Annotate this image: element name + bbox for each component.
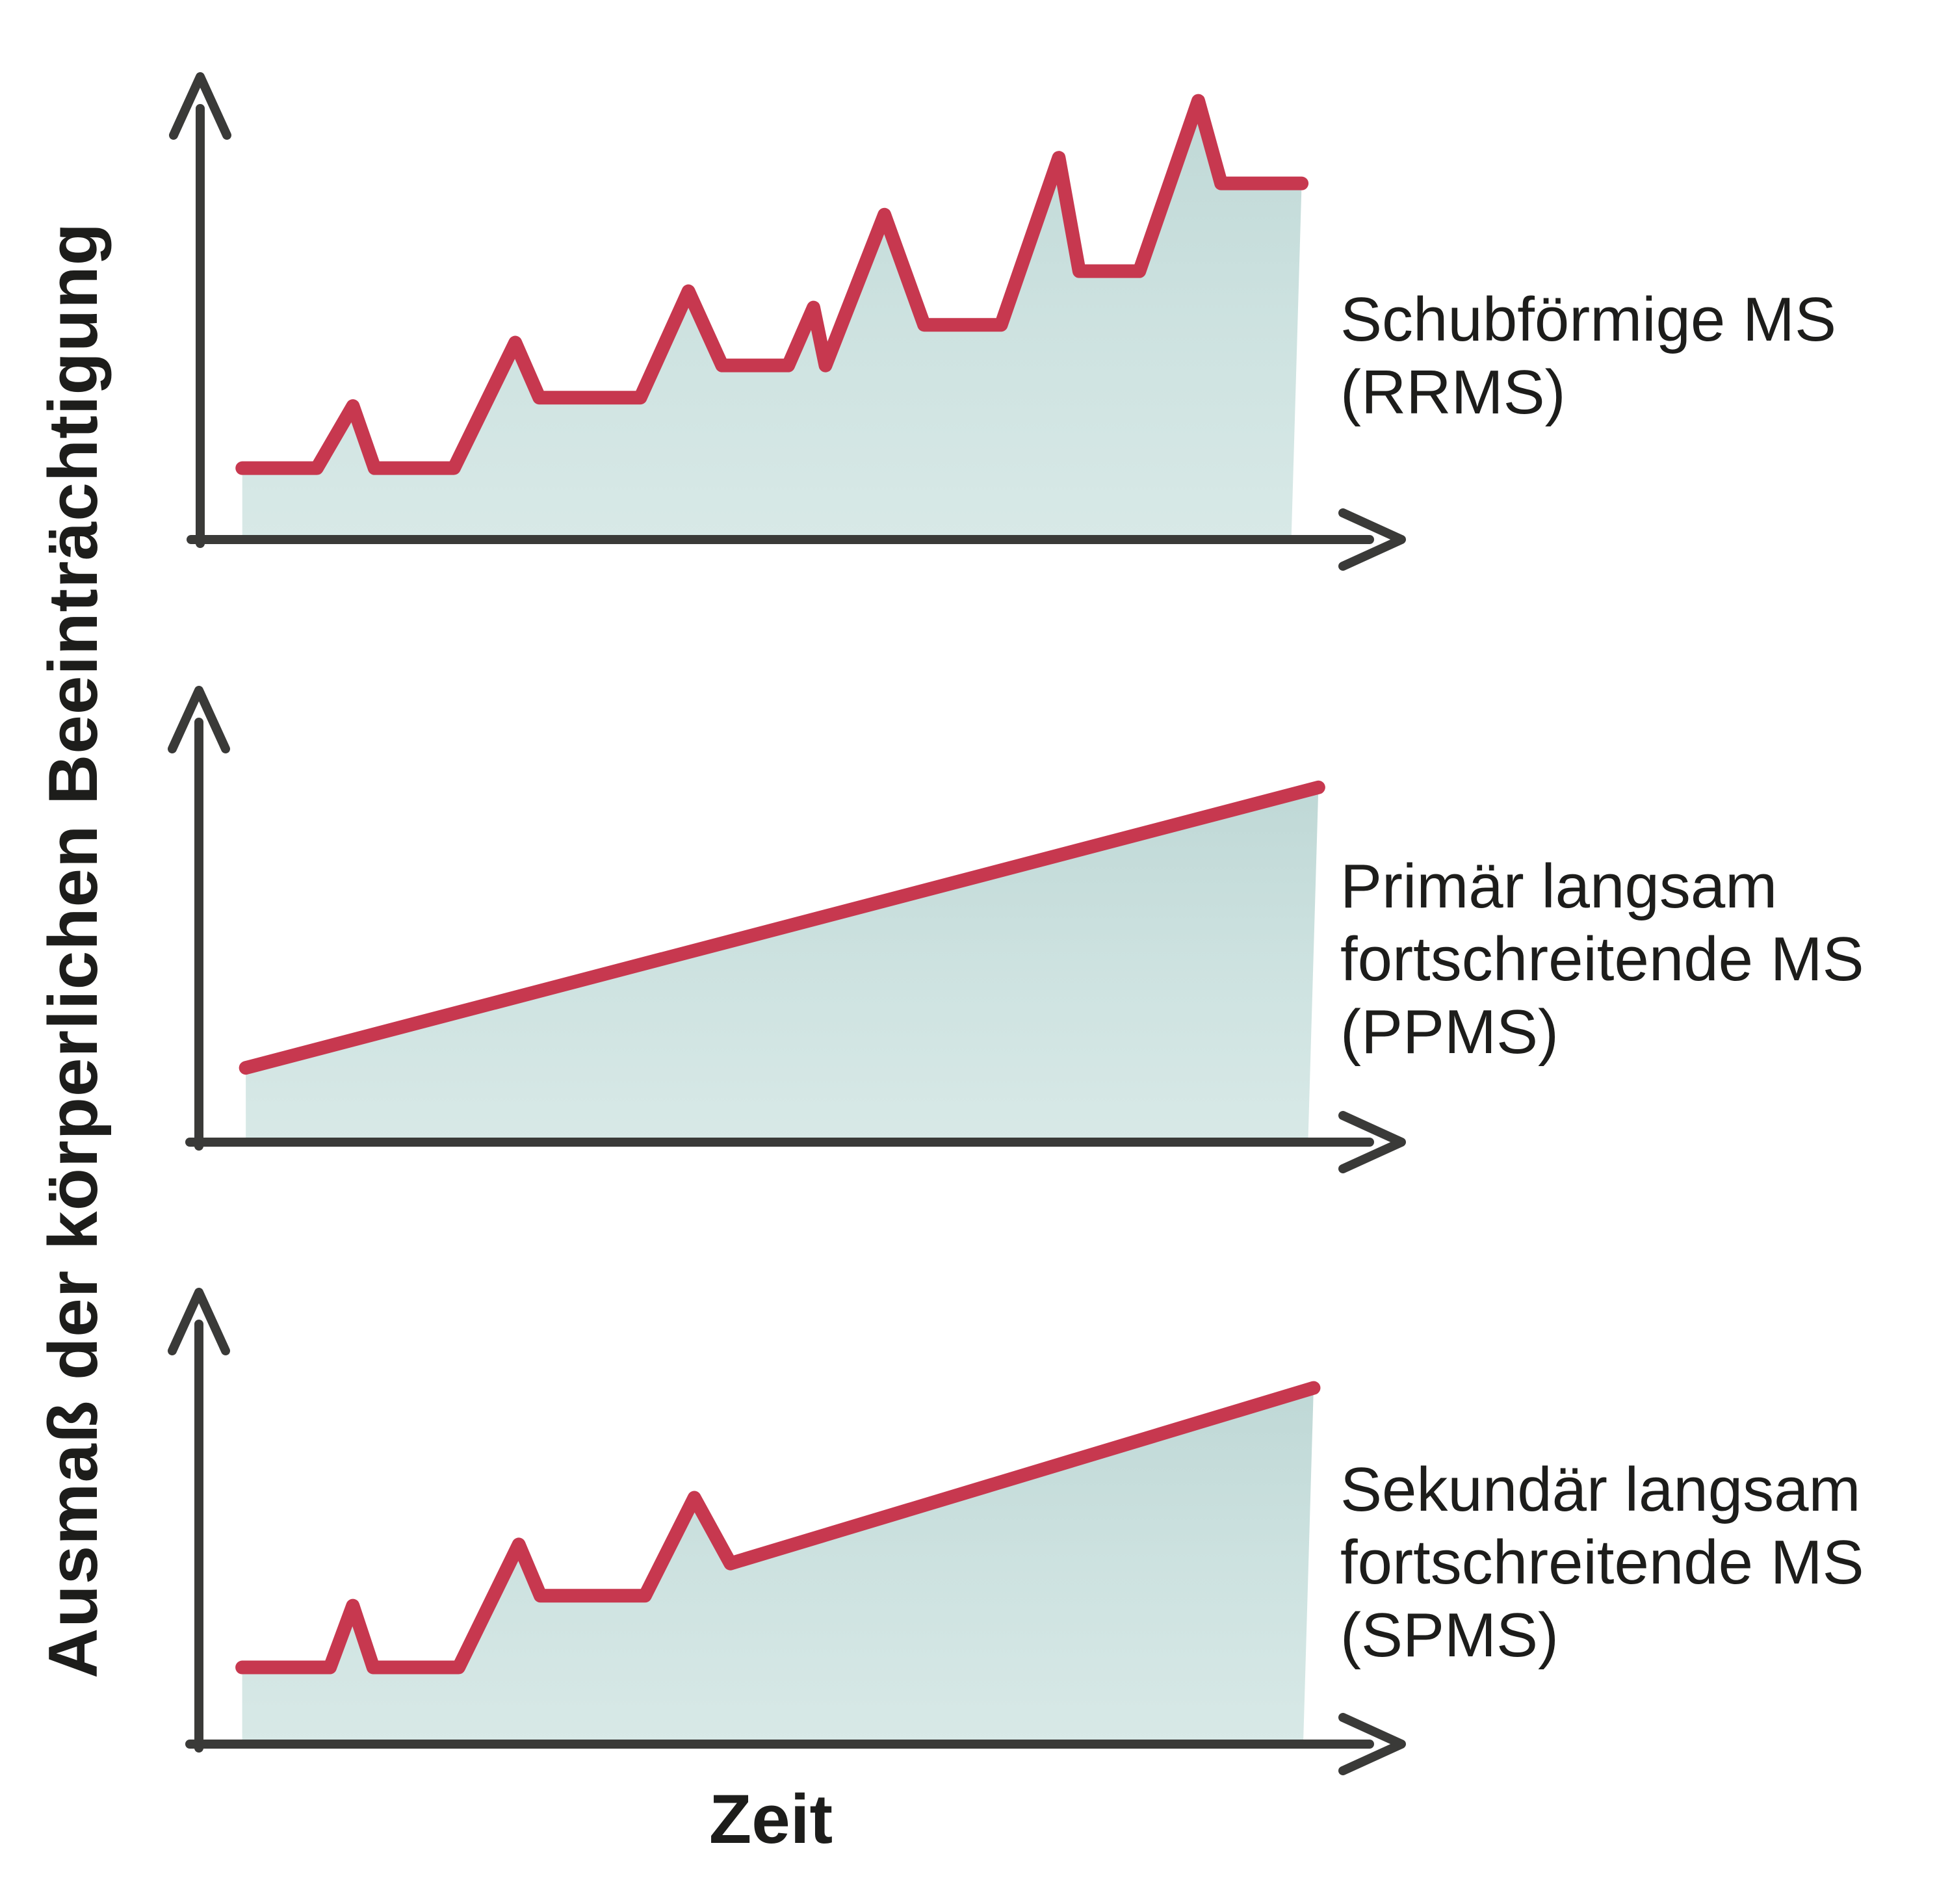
spms-x-axis-arrow-icon: [1338, 1713, 1406, 1775]
chart-rrms: [169, 72, 1406, 571]
spms-curve: [235, 1381, 1321, 1675]
rrms-x-axis-arrow-icon: [1338, 508, 1406, 571]
curve-label-line: fortschreitende MS: [1340, 1528, 1864, 1597]
chart-ppms: [168, 686, 1406, 1173]
curve-label-line: (RRMS): [1340, 358, 1566, 427]
curve-label-line: (SPMS): [1340, 1600, 1559, 1670]
rrms-area: [242, 101, 1302, 540]
curve-label-line: Schubförmige MS: [1340, 285, 1836, 354]
chart-spms: [168, 1288, 1406, 1775]
ppms-area: [246, 787, 1319, 1142]
y-axis-label: Ausmaß der körperlichen Beeinträchtigung: [34, 222, 112, 1678]
spms-area: [242, 1388, 1314, 1744]
curve-label-ppms: Primär langsam fortschreitende MS (PPMS): [1340, 850, 1864, 1069]
ppms-x-axis-arrow-icon: [1338, 1111, 1406, 1173]
curve-label-rrms: Schubförmige MS (RRMS): [1340, 283, 1836, 429]
rrms-curve: [235, 94, 1309, 475]
curve-label-line: fortschreitende MS: [1340, 924, 1864, 994]
spms-y-axis-arrow-icon: [168, 1288, 230, 1355]
x-axis-label: Zeit: [708, 1780, 833, 1858]
curve-label-line: Primär langsam: [1340, 852, 1778, 921]
rrms-y-axis-arrow-icon: [169, 72, 231, 140]
curve-label-spms: Sekundär langsam fortschreitende MS (SPMS): [1340, 1454, 1864, 1672]
ppms-y-axis-arrow-icon: [168, 686, 230, 753]
curve-label-line: (PPMS): [1340, 997, 1559, 1067]
ppms-curve: [239, 780, 1325, 1075]
curve-label-line: Sekundär langsam: [1340, 1455, 1861, 1524]
